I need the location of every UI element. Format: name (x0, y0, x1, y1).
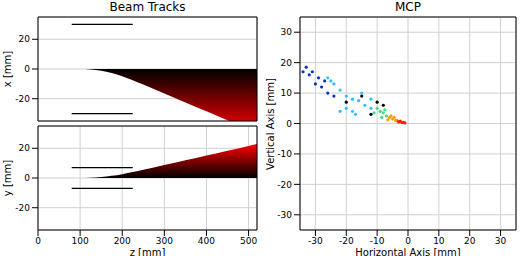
svg-text:0: 0 (35, 236, 41, 246)
svg-text:-30: -30 (277, 210, 292, 220)
svg-text:0: 0 (24, 173, 30, 183)
svg-text:100: 100 (72, 236, 89, 246)
svg-text:0: 0 (286, 119, 292, 129)
svg-text:0: 0 (405, 236, 411, 246)
svg-text:-20: -20 (15, 203, 30, 213)
html-text:x [mm]: x [mm] (2, 50, 13, 88)
svg-text:10: 10 (433, 236, 445, 246)
svg-text:-10: -10 (370, 236, 385, 246)
svg-text:20: 20 (464, 236, 476, 246)
svg-text:0: 0 (24, 64, 30, 74)
svg-text:30: 30 (495, 236, 507, 246)
svg-text:z [mm]: z [mm] (130, 247, 166, 256)
svg-text:500: 500 (240, 236, 257, 246)
html-text:MCP: MCP (395, 0, 421, 14)
svg-text:-10: -10 (277, 149, 292, 159)
svg-text:20: 20 (281, 58, 293, 68)
svg-text:300: 300 (156, 236, 173, 246)
html-text:y [mm]: y [mm] (2, 159, 13, 197)
svg-text:400: 400 (198, 236, 215, 246)
svg-text:20: 20 (19, 34, 31, 44)
html-text:Beam Tracks: Beam Tracks (109, 0, 186, 14)
svg-text:Horizontal Axis [mm]: Horizontal Axis [mm] (355, 247, 461, 256)
svg-text:-30: -30 (308, 236, 323, 246)
svg-text:-20: -20 (277, 180, 292, 190)
svg-text:200: 200 (114, 236, 131, 246)
svg-text:-20: -20 (339, 236, 354, 246)
svg-text:20: 20 (19, 143, 31, 153)
html-text:Vertical Axis [mm]: Vertical Axis [mm] (264, 77, 275, 170)
svg-text:10: 10 (281, 88, 293, 98)
svg-text:30: 30 (281, 27, 293, 37)
svg-text:-20: -20 (15, 94, 30, 104)
